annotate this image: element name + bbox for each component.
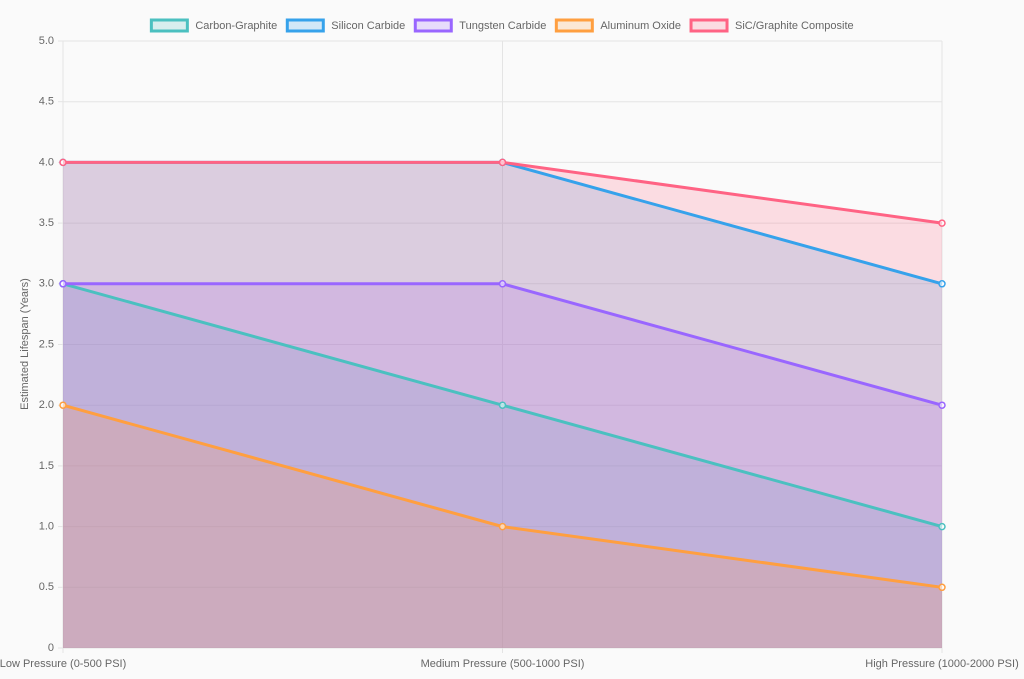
point	[59, 280, 67, 288]
point	[938, 583, 946, 592]
legend-label: SiC/Graphite Composite	[735, 20, 854, 32]
legend-swatch	[149, 18, 189, 33]
legend-item: Tungsten Carbide	[413, 18, 546, 33]
x-tick-label: Low Pressure (0-500 PSI)	[0, 658, 126, 670]
x-tick-label: High Pressure (1000-2000 PSI)	[865, 658, 1018, 670]
point	[498, 280, 507, 288]
y-tick-label: 0	[48, 642, 54, 654]
point	[59, 401, 67, 409]
legend-label: Silicon Carbide	[331, 20, 405, 32]
legend-swatch	[285, 18, 325, 33]
point	[938, 522, 946, 531]
y-tick-label: 1.5	[39, 460, 54, 472]
point	[938, 401, 946, 409]
x-tick-label: Medium Pressure (500-1000 PSI)	[421, 658, 585, 670]
legend-swatch	[413, 18, 453, 33]
legend-item: Carbon-Graphite	[149, 18, 277, 33]
y-tick-label: 3.0	[39, 278, 54, 290]
legend-label: Tungsten Carbide	[459, 20, 546, 32]
point	[938, 280, 946, 288]
legend-item: Aluminum Oxide	[554, 18, 681, 33]
legend-label: Carbon-Graphite	[195, 20, 277, 32]
point	[59, 158, 67, 167]
legend-label: Aluminum Oxide	[600, 20, 681, 32]
y-tick-label: 5.0	[39, 35, 54, 47]
legend-swatch	[554, 18, 594, 33]
point	[498, 158, 507, 167]
y-tick-label: 1.0	[39, 521, 54, 533]
y-axis-title: Estimated Lifespan (Years)	[19, 278, 31, 410]
legend-item: Silicon Carbide	[285, 18, 405, 33]
y-tick-label: 4.0	[39, 156, 54, 168]
point	[498, 522, 507, 531]
y-tick-label: 4.5	[39, 96, 54, 108]
legend-swatch	[689, 18, 729, 33]
legend: Carbon-Graphite Silicon Carbide Tungsten C…	[149, 18, 854, 33]
y-tick-label: 2.0	[39, 399, 54, 411]
legend-item: SiC/Graphite Composite	[689, 18, 854, 33]
y-tick-label: 0.5	[39, 581, 54, 593]
y-tick-label: 2.5	[39, 338, 54, 350]
point	[938, 219, 946, 227]
y-tick-label: 3.5	[39, 217, 54, 229]
point	[498, 401, 507, 409]
